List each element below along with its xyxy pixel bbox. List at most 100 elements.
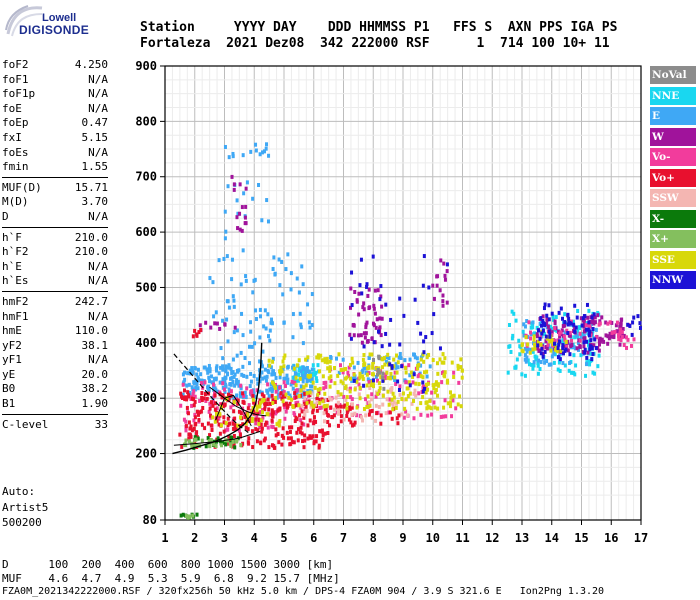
point-sse xyxy=(351,360,355,365)
point-vo- xyxy=(563,337,567,342)
point-nnw xyxy=(359,257,363,262)
point-w xyxy=(435,274,439,279)
point-vo- xyxy=(303,438,307,443)
param-row: fxI 5.15 xyxy=(2,131,108,146)
param-row: foF1p N/A xyxy=(2,87,108,102)
point-nnw xyxy=(416,320,420,325)
point-x- xyxy=(204,444,208,449)
point-nnw xyxy=(445,262,449,267)
point-e xyxy=(575,333,579,338)
point-e xyxy=(185,383,189,388)
point-vo- xyxy=(339,363,343,368)
point-nnw xyxy=(553,341,557,346)
point-sse xyxy=(368,403,372,408)
point-nnw xyxy=(556,346,560,351)
point-vo- xyxy=(347,417,351,422)
point-e xyxy=(251,290,255,295)
point-sse xyxy=(532,334,536,339)
point-vo- xyxy=(185,405,189,410)
point-w xyxy=(578,344,582,349)
point-nne xyxy=(563,363,567,368)
point-vo- xyxy=(236,398,240,403)
point-w xyxy=(360,340,364,345)
param-value: N/A xyxy=(88,87,108,101)
point-vo- xyxy=(285,430,289,435)
point-nne xyxy=(300,371,304,376)
point-w xyxy=(243,221,247,226)
point-e xyxy=(251,196,255,201)
point-x- xyxy=(190,444,194,449)
point-w xyxy=(374,325,378,330)
param-name: B0 xyxy=(2,382,16,396)
point-nnw xyxy=(590,357,594,362)
point-vo- xyxy=(321,437,325,442)
point-w xyxy=(597,348,601,353)
point-vo- xyxy=(315,434,319,439)
point-sse xyxy=(424,400,428,405)
point-sse xyxy=(251,405,255,410)
point-vo- xyxy=(271,425,275,430)
point-w xyxy=(615,329,619,334)
param-value: 4.250 xyxy=(74,58,108,71)
point-e xyxy=(212,376,216,381)
point-ssw xyxy=(336,400,340,405)
param-row: yE 20.0 xyxy=(2,368,108,383)
point-vo- xyxy=(299,425,303,430)
point-e xyxy=(206,386,210,391)
point-ssw xyxy=(368,386,372,391)
point-vo- xyxy=(208,433,212,438)
point-e xyxy=(305,366,309,371)
point-nne xyxy=(513,365,517,370)
point-w xyxy=(597,342,601,347)
point-vo- xyxy=(242,400,246,405)
point-nne xyxy=(531,349,535,354)
point-x- xyxy=(212,442,216,447)
point-sse xyxy=(255,404,259,409)
point-e xyxy=(250,344,254,349)
point-w xyxy=(604,333,608,338)
muf-distance-row: D 100 200 400 600 800 1000 1500 3000 [km… xyxy=(2,558,334,571)
point-e xyxy=(539,360,543,365)
point-e xyxy=(291,386,295,391)
point-vo- xyxy=(248,418,252,423)
point-e xyxy=(552,351,556,356)
y-tick-label: 400 xyxy=(135,336,157,350)
point-e xyxy=(186,371,190,376)
point-e xyxy=(594,327,598,332)
point-vo- xyxy=(260,392,264,397)
point-nne xyxy=(521,329,525,334)
point-nne xyxy=(578,326,582,331)
point-e xyxy=(284,267,288,272)
point-e xyxy=(249,329,253,334)
point-sse xyxy=(386,389,390,394)
point-sse xyxy=(244,421,248,426)
point-ssw xyxy=(328,395,332,400)
point-vo- xyxy=(258,398,262,403)
param-row: yF2 38.1 xyxy=(2,339,108,354)
point-e xyxy=(256,381,260,386)
point-w xyxy=(562,323,566,328)
point-e xyxy=(549,362,553,367)
point-e xyxy=(258,389,262,394)
point-sse xyxy=(259,400,263,405)
point-vo- xyxy=(565,344,569,349)
point-w xyxy=(619,325,623,330)
point-e xyxy=(223,236,227,241)
point-vo- xyxy=(184,395,188,400)
point-vo- xyxy=(192,397,196,402)
point-e xyxy=(354,377,358,382)
point-sse xyxy=(435,361,439,366)
param-separator xyxy=(2,176,108,178)
point-vo- xyxy=(279,391,283,396)
point-w xyxy=(443,273,447,278)
point-vo- xyxy=(283,383,287,388)
param-row: M(D) 3.70 xyxy=(2,195,108,210)
point-e xyxy=(230,257,234,262)
point-w xyxy=(371,321,375,326)
point-w xyxy=(432,296,436,301)
param-name: yE xyxy=(2,367,16,381)
point-x- xyxy=(193,435,197,440)
point-nne xyxy=(532,363,536,368)
point-vo- xyxy=(388,410,392,415)
point-e xyxy=(266,219,270,224)
